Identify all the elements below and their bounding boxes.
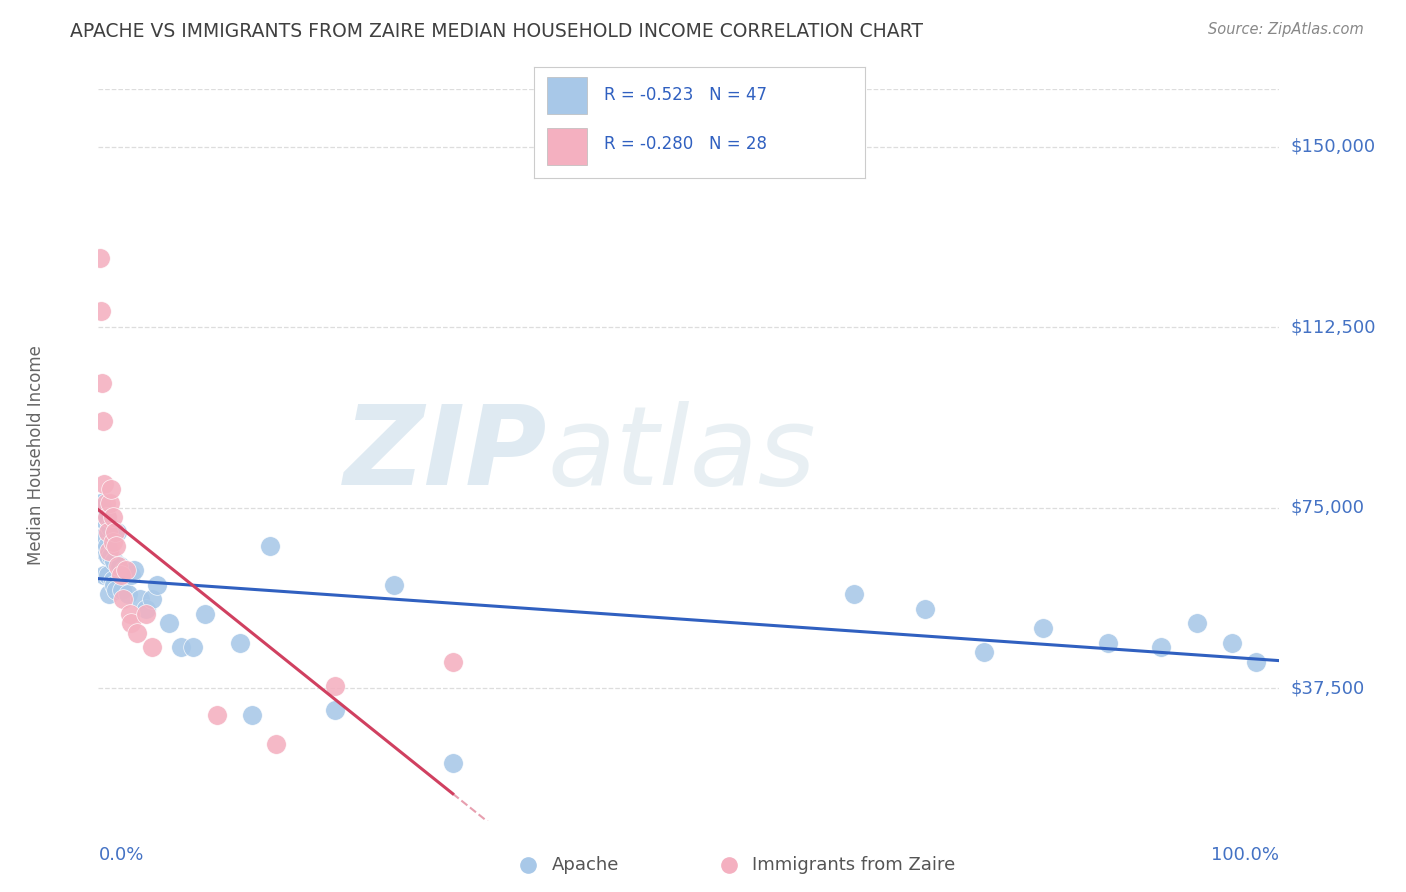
Point (1185, 616, 1208, 631)
Point (135, 602, 157, 616)
Point (441, 655, 464, 669)
Point (1032, 621, 1054, 635)
Point (94, 516, 117, 530)
Point (98, 496, 121, 510)
Text: $37,500: $37,500 (1291, 680, 1365, 698)
Text: Apache: Apache (551, 856, 619, 874)
Text: ZIP: ZIP (343, 401, 547, 508)
Text: 100.0%: 100.0% (1212, 846, 1279, 863)
Point (114, 563, 136, 577)
Text: 0.0%: 0.0% (98, 846, 143, 863)
Point (1244, 655, 1267, 669)
Text: R = -0.523   N = 47: R = -0.523 N = 47 (603, 87, 766, 104)
Point (105, 539, 128, 553)
Text: $112,500: $112,500 (1291, 318, 1376, 336)
Text: Immigrants from Zaire: Immigrants from Zaire (752, 856, 956, 874)
Point (94, 496, 117, 510)
Point (1220, 635, 1243, 649)
Point (229, 635, 252, 649)
Point (91, 414, 114, 428)
Point (122, 563, 145, 577)
Point (264, 737, 287, 751)
Point (323, 703, 346, 717)
Text: Source: ZipAtlas.com: Source: ZipAtlas.com (1208, 22, 1364, 37)
Point (101, 534, 124, 549)
Point (97, 524, 120, 539)
Point (914, 602, 936, 616)
Point (100, 549, 122, 563)
Point (108, 558, 131, 573)
Point (141, 592, 163, 607)
Point (101, 510, 124, 524)
Point (146, 578, 169, 592)
Point (135, 607, 157, 621)
Point (441, 756, 464, 770)
Point (127, 626, 149, 640)
Point (323, 679, 346, 693)
Point (110, 568, 132, 582)
Point (101, 573, 124, 587)
Point (111, 582, 134, 597)
Point (96, 510, 118, 524)
Point (96, 539, 118, 553)
Point (97, 568, 120, 582)
Point (194, 607, 217, 621)
Point (103, 554, 125, 568)
Point (128, 592, 150, 607)
Point (96, 510, 118, 524)
Point (973, 645, 995, 659)
Text: $75,000: $75,000 (1291, 499, 1365, 516)
Point (240, 707, 263, 722)
Point (1097, 635, 1119, 649)
Point (93, 568, 115, 582)
Point (105, 524, 128, 539)
Text: Median Household Income: Median Household Income (27, 345, 45, 565)
Bar (547, 128, 588, 165)
Point (98, 587, 121, 601)
Point (382, 578, 405, 592)
Point (93, 544, 115, 558)
Point (844, 587, 866, 601)
Text: atlas: atlas (547, 401, 815, 508)
Point (141, 640, 163, 655)
Point (120, 607, 142, 621)
Point (98, 544, 121, 558)
Point (107, 558, 129, 573)
Point (91, 376, 114, 390)
Point (117, 587, 139, 601)
Point (100, 482, 122, 496)
Point (93, 476, 115, 491)
Point (170, 640, 193, 655)
Text: $150,000: $150,000 (1291, 138, 1375, 156)
Point (157, 616, 180, 631)
Point (90, 496, 112, 510)
Point (112, 592, 135, 607)
Point (105, 582, 128, 597)
Point (112, 563, 135, 577)
Point (1150, 640, 1173, 655)
Point (104, 524, 127, 539)
Text: APACHE VS IMMIGRANTS FROM ZAIRE MEDIAN HOUSEHOLD INCOME CORRELATION CHART: APACHE VS IMMIGRANTS FROM ZAIRE MEDIAN H… (70, 22, 924, 41)
Text: R = -0.280   N = 28: R = -0.280 N = 28 (603, 136, 766, 153)
Point (90, 303, 112, 318)
Bar (547, 77, 588, 114)
Point (91, 530, 114, 544)
Point (89, 251, 111, 265)
Point (121, 616, 143, 631)
Point (205, 707, 228, 722)
Point (121, 568, 143, 582)
Point (103, 578, 125, 592)
Point (91, 500, 114, 515)
Point (181, 640, 204, 655)
Point (259, 539, 281, 553)
Point (97, 549, 120, 563)
Point (98, 520, 121, 534)
